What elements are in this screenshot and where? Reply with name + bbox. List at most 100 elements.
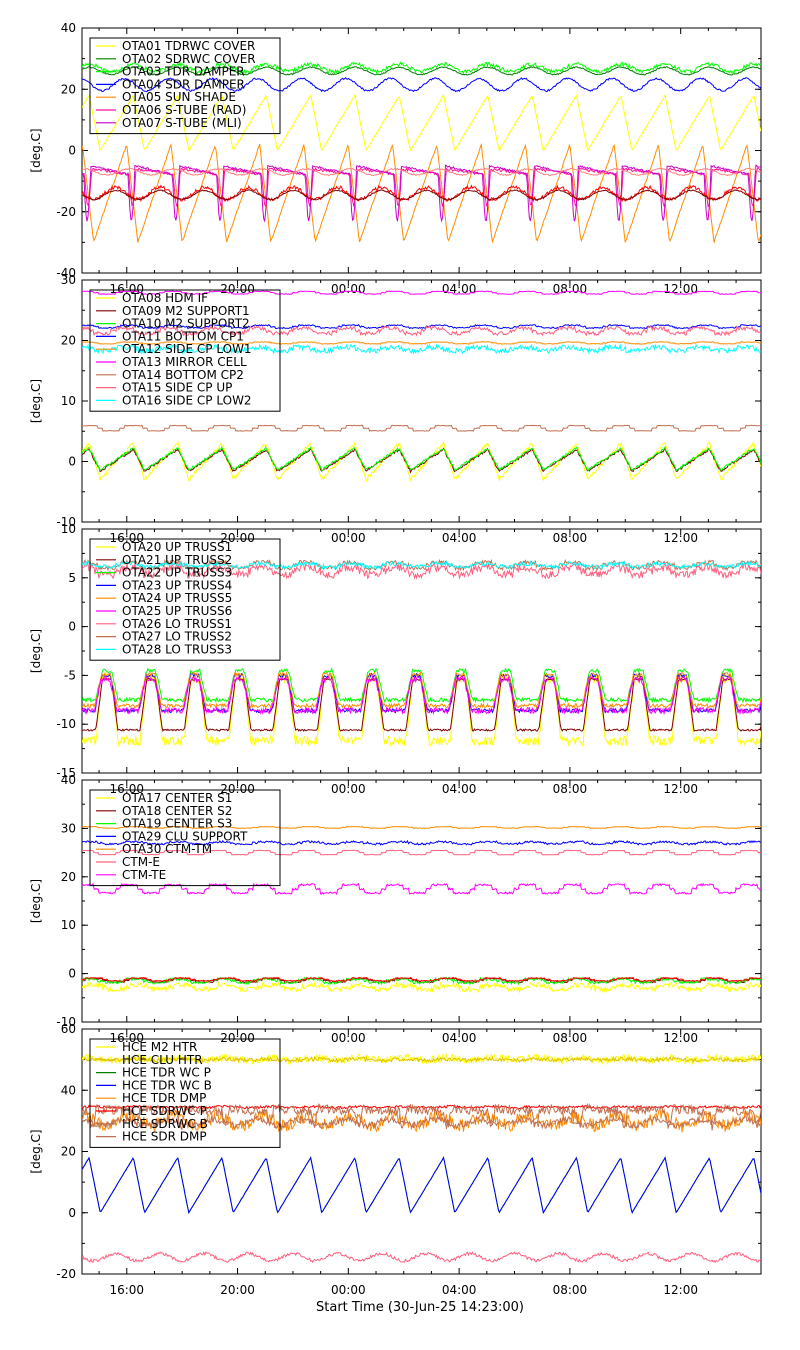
series-line-ota19-center-s3 — [82, 976, 761, 986]
series-line-unlabeled-8 — [82, 1250, 761, 1264]
legend-box — [89, 289, 281, 412]
y-tick-label: 40 — [61, 1083, 76, 1097]
x-tick-label: 08:00 — [553, 1031, 588, 1045]
legend-entry: CTM-TE — [122, 868, 166, 882]
y-axis-label: [deg.C] — [29, 1129, 43, 1173]
series-line-hce-sdrwc-b — [82, 1102, 761, 1131]
series-line-ota22-up-truss3 — [82, 667, 761, 704]
legend-entry: OTA01 TDRWC COVER — [122, 39, 255, 53]
series-line-ota25-up-truss6 — [82, 674, 761, 716]
legend-entry: OTA20 UP TRUSS1 — [122, 540, 232, 554]
legend-entry: OTA18 CENTER S2 — [122, 804, 232, 818]
x-tick-label: 12:00 — [663, 1031, 698, 1045]
y-tick-label: -15 — [56, 766, 76, 780]
x-tick-label: 12:00 — [663, 1283, 698, 1297]
y-tick-label: 10 — [61, 522, 76, 536]
series-line-unlabeled-9 — [82, 167, 761, 177]
x-tick-label: 00:00 — [331, 531, 366, 545]
y-tick-label: 20 — [61, 82, 76, 96]
series-line-ota15-side-cp-up — [82, 325, 761, 337]
legend-entry: OTA28 LO TRUSS3 — [122, 642, 232, 656]
legend-entry: OTA04 SDR DAMPER — [122, 77, 245, 91]
x-tick-label: 12:00 — [663, 531, 698, 545]
y-tick-label: 0 — [68, 967, 76, 981]
y-tick-label: 0 — [68, 144, 76, 158]
legend-entry: OTA24 UP TRUSS5 — [122, 591, 232, 605]
y-tick-label: 10 — [61, 918, 76, 932]
y-tick-label: 20 — [61, 1145, 76, 1159]
series-line-ota10-m2-support2 — [82, 445, 761, 472]
x-tick-label: 04:00 — [442, 1031, 477, 1045]
y-tick-label: 10 — [61, 394, 76, 408]
series-line-ota13-mirror-cell — [82, 290, 761, 295]
legend-entry: HCE SDR DMP — [122, 1130, 207, 1144]
x-tick-label: 04:00 — [442, 782, 477, 796]
series-line-ota01-tdrwc-cover — [82, 93, 761, 153]
series-line-ota16-side-cp-low2 — [82, 342, 761, 356]
legend-entry: OTA19 CENTER S3 — [122, 817, 232, 831]
series-line-hce-tdr-wc-b — [82, 1156, 761, 1214]
y-tick-label: 30 — [61, 273, 76, 287]
y-tick-label: 0 — [68, 1206, 76, 1220]
x-tick-label: 16:00 — [109, 782, 144, 796]
y-tick-label: 5 — [68, 571, 76, 585]
legend-entry: OTA05 SUN SHADE — [122, 90, 236, 104]
series-line-unlabeled-8 — [82, 189, 761, 201]
legend-entry: OTA03 TDR DAMPER — [122, 65, 245, 79]
legend-entry: HCE TDR WC P — [122, 1066, 211, 1080]
legend-entry: OTA21 UP TRUSS2 — [122, 553, 232, 567]
y-tick-label: -10 — [56, 1015, 76, 1029]
y-tick-label: -40 — [56, 266, 76, 280]
x-tick-label: 20:00 — [220, 531, 255, 545]
x-tick-label: 04:00 — [442, 531, 477, 545]
legend-entry: HCE TDR DMP — [122, 1091, 206, 1105]
x-tick-label: 00:00 — [331, 782, 366, 796]
series-line-ota05-sun-shade — [82, 142, 761, 244]
series-line-ota07-s-tube-mli- — [82, 164, 761, 223]
series-line-unlabeled-7 — [82, 976, 761, 982]
series-line-hce-clu-htr — [82, 1055, 761, 1064]
x-tick-label: 08:00 — [553, 1283, 588, 1297]
x-tick-label: 20:00 — [220, 1283, 255, 1297]
series-line-ota14-bottom-cp2 — [82, 424, 761, 432]
y-tick-label: -10 — [56, 717, 76, 731]
series-line-hce-tdr-wc-p — [82, 1155, 761, 1215]
y-tick-label: 0 — [68, 455, 76, 469]
x-tick-label: 00:00 — [331, 1283, 366, 1297]
legend-entry: OTA17 CENTER S1 — [122, 791, 232, 805]
legend-entry: OTA23 UP TRUSS4 — [122, 578, 232, 592]
legend-entry: OTA25 UP TRUSS6 — [122, 604, 232, 618]
x-tick-label: 00:00 — [331, 1031, 366, 1045]
legend-entry: OTA11 BOTTOM CP1 — [122, 329, 244, 343]
series-line-ota26-lo-truss1 — [82, 561, 761, 580]
series-line-ota17-center-s1 — [82, 980, 761, 994]
legend-entry: HCE SDRWC B — [122, 1117, 208, 1131]
legend-entry: CTM-E — [122, 855, 160, 869]
legend-entry: OTA27 LO TRUSS2 — [122, 630, 232, 644]
legend-entry: OTA02 SDRWC COVER — [122, 52, 256, 66]
legend-entry: OTA12 SIDE CP LOW1 — [122, 342, 252, 356]
legend-entry: OTA13 MIRROR CELL — [122, 355, 247, 369]
y-tick-label: 20 — [61, 334, 76, 348]
legend-box — [89, 37, 281, 135]
series-line-ota28-lo-truss3 — [82, 559, 761, 570]
y-axis-label: [deg.C] — [29, 879, 43, 923]
legend-entry: OTA22 UP TRUSS3 — [122, 566, 232, 580]
x-tick-label: 08:00 — [553, 531, 588, 545]
y-tick-label: -10 — [56, 515, 76, 529]
y-axis-label: [deg.C] — [29, 128, 43, 172]
y-tick-label: -20 — [56, 205, 76, 219]
series-line-ota29-clu-support — [82, 839, 761, 846]
y-tick-label: -5 — [64, 668, 76, 682]
legend-entry: HCE M2 HTR — [122, 1040, 197, 1054]
legend-entry: OTA07 S-TUBE (MLI) — [122, 116, 242, 130]
legend-entry: OTA29 CLU SUPPORT — [122, 829, 248, 843]
series-line-ota04-sdr-damper — [82, 76, 761, 93]
x-tick-label: 16:00 — [109, 1031, 144, 1045]
series-line-ota24-up-truss5 — [82, 671, 761, 710]
legend-entry: OTA08 HDM IF — [122, 291, 208, 305]
series-line-ota12-side-cp-low1 — [82, 341, 761, 345]
series-line-ota02-sdrwc-cover — [82, 66, 761, 76]
legend-entry: OTA15 SIDE CP UP — [122, 381, 232, 395]
